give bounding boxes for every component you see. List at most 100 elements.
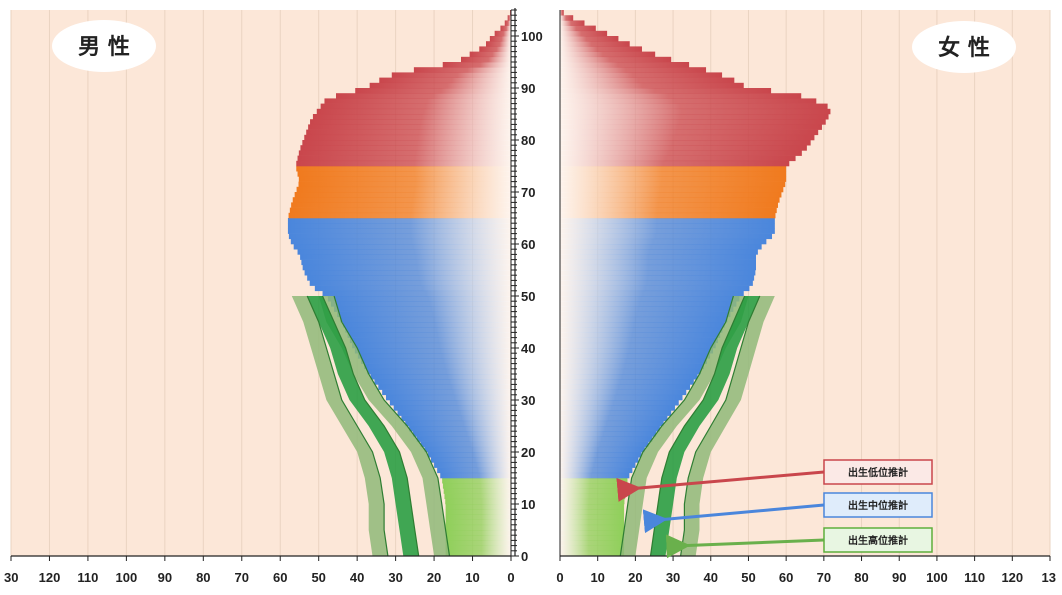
legend-label: 出生高位推計 [848,534,908,547]
age-tick-label: 90 [521,81,535,96]
female-age-bar [560,415,668,422]
right-x-tick-label: 110 [964,570,985,585]
male-age-bar [296,160,511,167]
female-age-bar [560,207,777,214]
female-age-bar [560,322,725,328]
female-age-bar [560,228,775,234]
female-age-bar [560,10,564,16]
female-age-bar [560,134,815,141]
age-tick-label: 40 [521,341,535,356]
female-age-bar [560,192,782,198]
age-tick-label: 20 [521,445,535,460]
female-age-bar [560,93,802,99]
female-age-bar [560,316,728,323]
female-age-bar [560,51,656,58]
male-age-bar [309,280,511,286]
male-age-bar [302,140,511,146]
male-age-bar [401,415,511,422]
age-tick-label: 10 [521,497,535,512]
male-age-bar [393,405,511,411]
male-age-bar [336,93,511,99]
female-age-bar [560,249,758,255]
female-age-bar [560,119,826,125]
legend-box [823,527,933,553]
age-tick-label: 0 [521,549,528,564]
left-x-tick-label: 120 [39,570,61,585]
female-projection-line [619,295,734,557]
female-age-bar [560,259,756,266]
female-age-bar [560,296,740,302]
male-age-bar [354,348,511,354]
right-x-tick-label: 10 [590,570,604,585]
male-age-bar [345,327,511,333]
legend-label: 出生中位推計 [848,499,908,512]
left-x-tick-label: 50 [311,570,325,585]
female-age-bar [560,379,694,385]
female-age-bar [560,103,828,110]
female-age-bar [560,327,723,333]
male-age-bar [361,358,511,364]
male-age-bar [445,550,511,557]
male-age-bar [445,535,511,541]
male-age-bar [301,259,511,266]
female-age-bar [560,337,718,344]
female-age-bar [560,530,625,536]
female-projection-line [680,295,761,557]
age-tick-label: 70 [521,185,535,200]
female-age-bar [560,244,762,250]
female-age-bar [560,181,786,188]
female-age-bar [560,20,585,26]
male-age-bar [316,108,511,115]
male-age-bar [445,524,511,531]
male-age-bar [322,290,511,297]
male-age-bar [434,462,511,468]
male-age-bar [314,285,511,292]
male-age-bar [416,436,511,442]
male-age-bar [369,82,511,89]
male-age-bar [382,389,511,396]
male-age-bar [292,197,511,203]
female-age-bar [560,452,642,458]
male-age-bar [374,379,511,385]
left-x-tick-label: 30 [4,570,18,585]
left-sex-label-oval [52,20,156,72]
male-age-bar [307,275,511,281]
left-x-tick-label: 60 [273,570,287,585]
female-age-bar [560,301,737,307]
male-age-bar [312,114,511,120]
female-age-bar [560,358,707,364]
male-age-bar [389,400,511,406]
female-age-bar [560,342,716,349]
male-age-bar [391,72,511,78]
male-age-bar [364,363,511,370]
female-age-bar [560,504,625,510]
male-age-bar [469,51,511,58]
male-age-bar [507,15,511,21]
male-age-bar [349,337,511,344]
female-age-bar [560,46,642,52]
female-age-bar [560,540,625,546]
female-age-bar [560,545,625,552]
male-age-bar [334,306,511,312]
male-age-bar [427,452,511,458]
male-age-bar [486,41,511,47]
male-age-bar [405,420,511,427]
female-age-bar [560,25,596,32]
age-tick-label: 80 [521,133,535,148]
female-age-bar [560,332,721,338]
female-age-bar [560,405,675,411]
male-age-bar [304,270,511,276]
male-age-bar [287,218,511,224]
female-age-bar [560,368,701,375]
right-x-tick-label: 20 [628,570,642,585]
male-age-bar [310,119,511,125]
female-age-bar [560,36,619,42]
right-x-tick-label: 60 [779,570,793,585]
female-age-bar [560,98,817,104]
right-x-tick-label: 80 [854,570,868,585]
male-age-bar [290,238,511,245]
female-age-bar [560,124,822,130]
male-age-bar [291,202,511,208]
male-age-bar [288,233,511,240]
female-age-bar [560,389,687,396]
